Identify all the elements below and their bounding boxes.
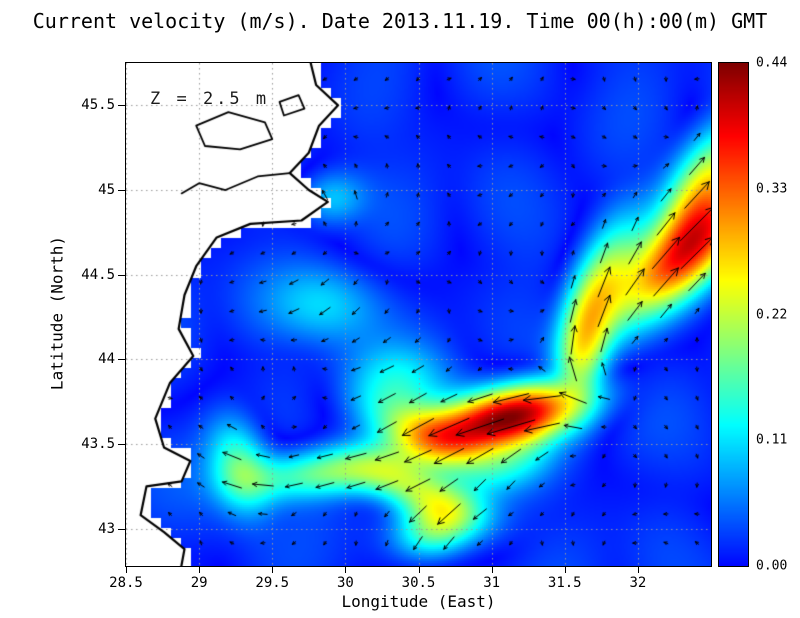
colorbar-tick-label: 0.33 bbox=[756, 181, 788, 197]
y-tick-mark bbox=[118, 190, 125, 192]
x-tick-mark bbox=[345, 567, 347, 573]
x-tick-label: 30 bbox=[336, 575, 354, 591]
y-tick-label: 44.5 bbox=[81, 266, 115, 283]
x-tick-mark bbox=[491, 567, 493, 573]
y-tick-mark bbox=[118, 444, 125, 446]
x-tick-label: 28.5 bbox=[109, 575, 143, 591]
colorbar-tick-label: 0.44 bbox=[756, 55, 788, 71]
y-tick-label: 45 bbox=[98, 182, 115, 199]
colorbar-canvas bbox=[719, 63, 748, 566]
y-tick-label: 45.5 bbox=[81, 97, 115, 114]
y-tick-label: 44 bbox=[98, 351, 115, 368]
colorbar-tick-label: 0.00 bbox=[756, 558, 788, 574]
x-tick-label: 29 bbox=[190, 575, 208, 591]
y-tick-label: 43 bbox=[98, 520, 115, 537]
x-tick-mark bbox=[126, 567, 127, 573]
chart-title: Current velocity (m/s). Date 2013.11.19.… bbox=[32, 9, 768, 33]
x-tick-mark bbox=[637, 567, 639, 573]
x-tick-label: 31 bbox=[483, 575, 501, 591]
depth-annotation: Z = 2.5 m bbox=[150, 89, 270, 109]
x-tick-mark bbox=[272, 567, 274, 573]
x-tick-label: 32 bbox=[629, 575, 647, 591]
y-tick-mark bbox=[118, 359, 125, 361]
x-tick-mark bbox=[418, 567, 420, 573]
y-tick-mark bbox=[118, 105, 125, 107]
x-axis-label: Longitude (East) bbox=[341, 592, 496, 611]
x-tick-label: 31.5 bbox=[547, 575, 582, 591]
y-tick-label: 43.5 bbox=[81, 436, 115, 453]
x-tick-mark bbox=[199, 567, 201, 573]
velocity-map-canvas bbox=[126, 63, 711, 566]
map-plot-area: Z = 2.5 m bbox=[125, 62, 712, 567]
x-tick-mark bbox=[564, 567, 566, 573]
y-tick-mark bbox=[118, 274, 125, 276]
y-axis-label: Latitude (North) bbox=[47, 235, 67, 391]
colorbar bbox=[718, 62, 749, 567]
y-tick-mark bbox=[118, 528, 125, 530]
x-tick-label: 30.5 bbox=[401, 575, 436, 591]
colorbar-tick-label: 0.22 bbox=[756, 307, 788, 322]
colorbar-tick-label: 0.11 bbox=[756, 432, 788, 448]
x-tick-label: 29.5 bbox=[255, 575, 290, 591]
